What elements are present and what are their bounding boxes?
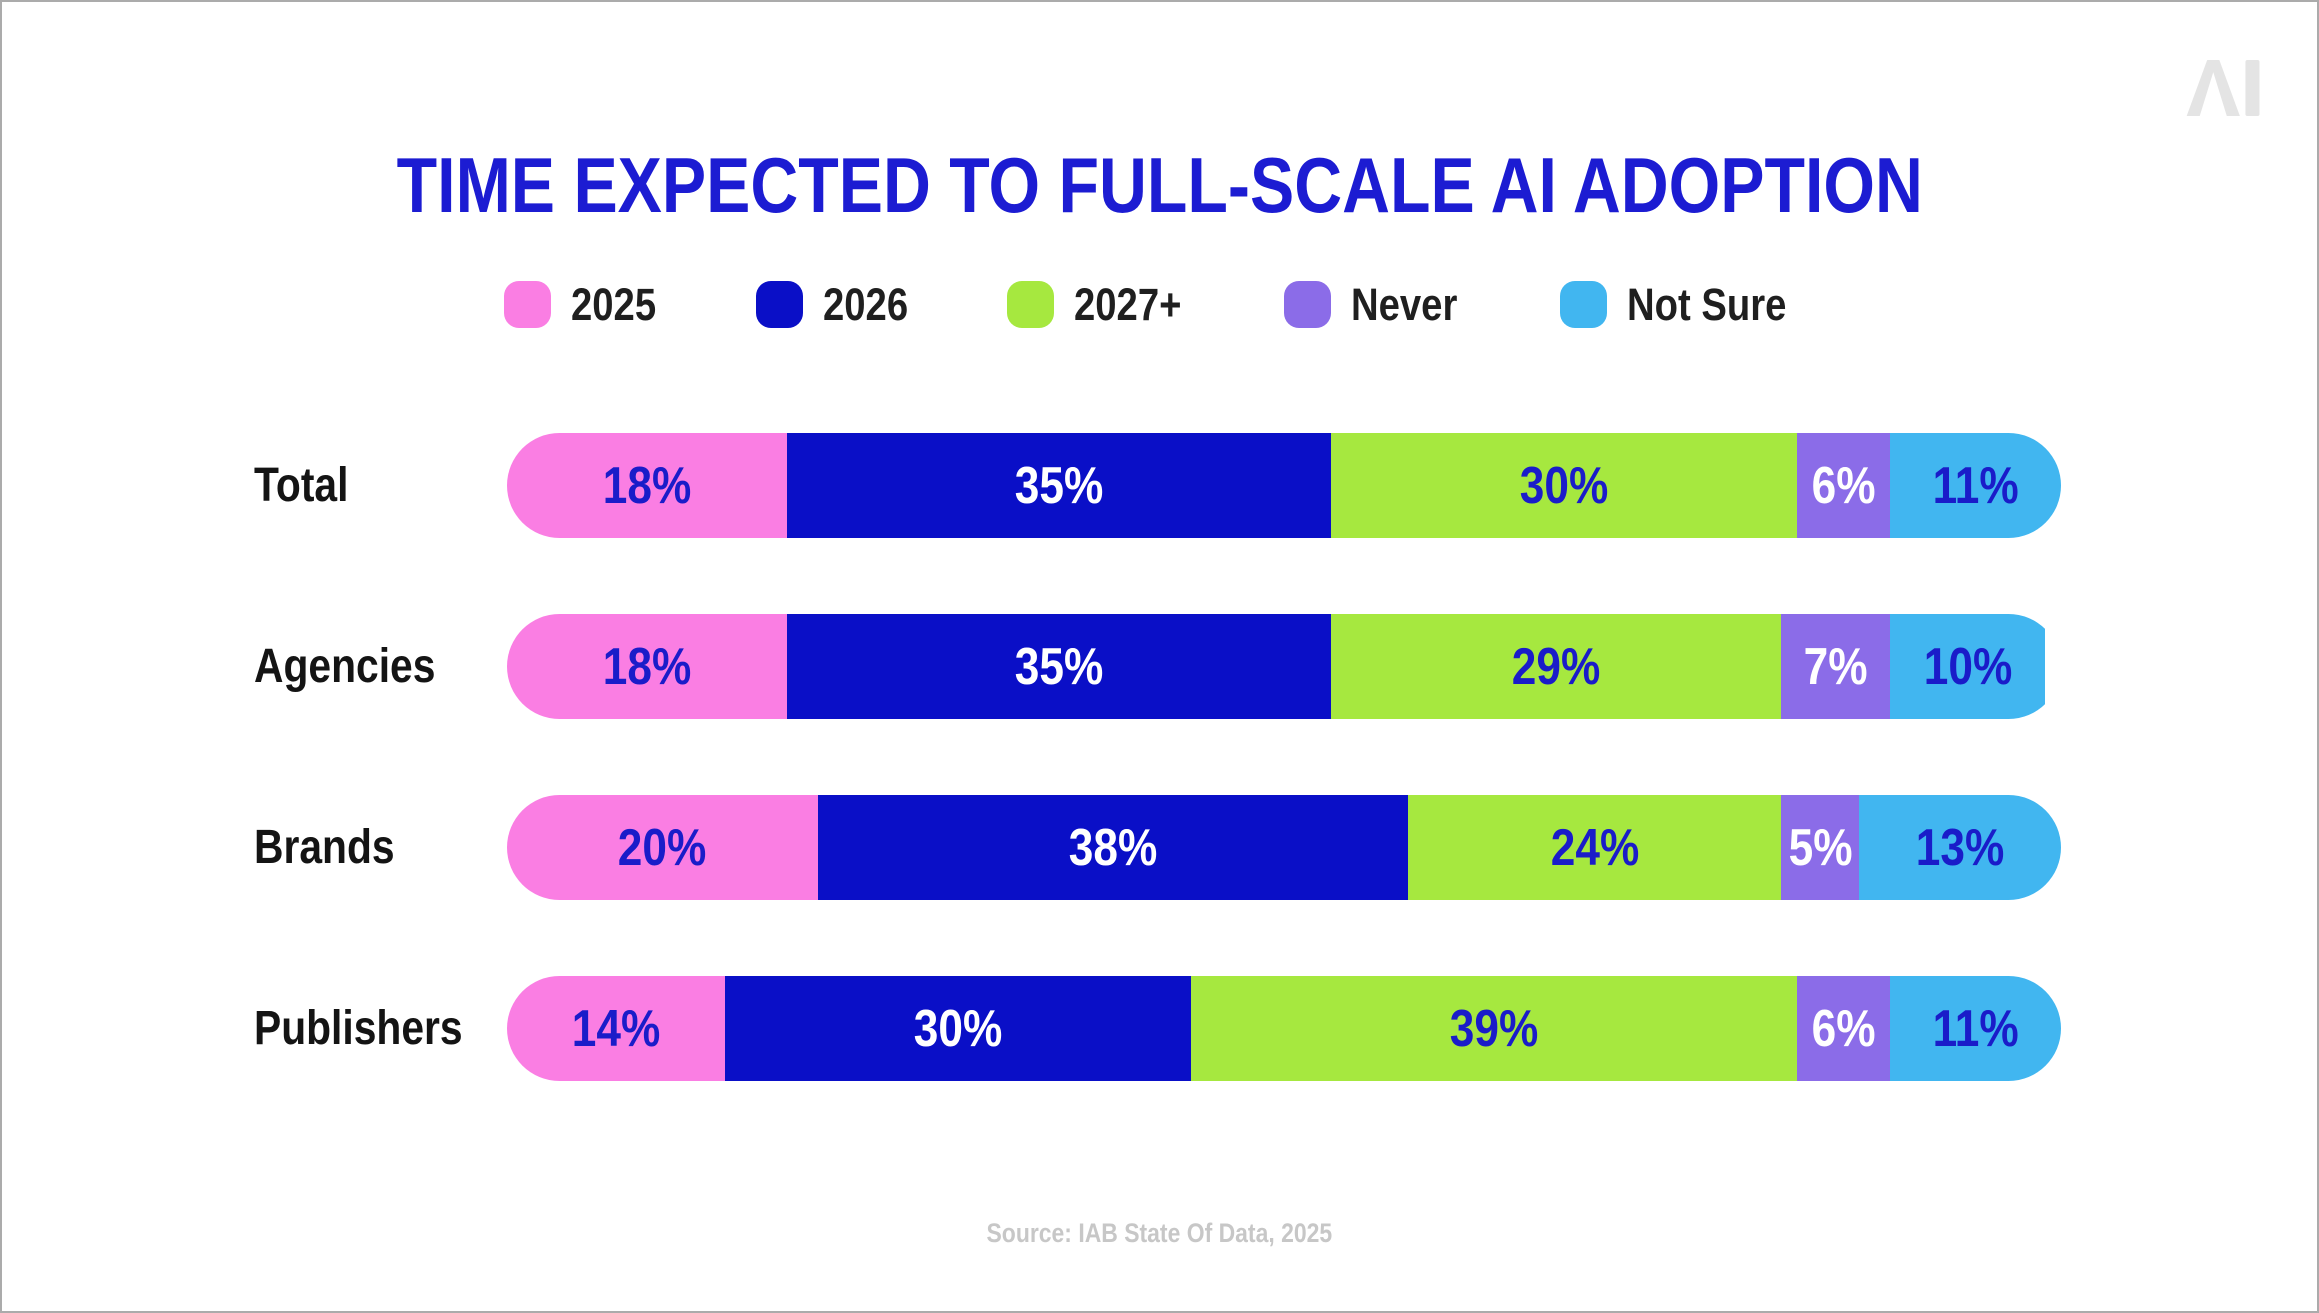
segment-value-label: 14% xyxy=(571,999,661,1058)
segment-value-label: 6% xyxy=(1811,456,1876,515)
row-label-text: Agencies xyxy=(254,639,436,693)
bar-segment-2026: 38% xyxy=(817,795,1409,900)
segment-value-label: 30% xyxy=(913,999,1002,1058)
legend-label-text: Not Sure xyxy=(1627,278,1787,330)
legend-item-2025: 2025 xyxy=(504,280,671,328)
bar-segment-2025: 18% xyxy=(507,433,787,538)
bar-segment-never: 7% xyxy=(1781,614,1891,719)
legend-swatch xyxy=(1284,280,1331,328)
stacked-bar-chart: Total 18% 35% 30% 6% 11% Agencies 18% 35% 29% 7% 10… xyxy=(2,433,2317,1081)
legend-swatch xyxy=(504,280,552,328)
segment-value-label: 18% xyxy=(602,637,692,696)
bar-segment-not-sure: 11% xyxy=(1890,433,2061,538)
chart-row-brands: Brands 20% 38% 24% 5% 13% xyxy=(2,795,2317,900)
bar-segment-not-sure: 13% xyxy=(1858,795,2061,900)
legend-label: Never xyxy=(1351,282,1476,327)
legend-label-text: 2027+ xyxy=(1073,278,1182,330)
bar-segment-2025: 20% xyxy=(507,795,818,900)
bar-segment-2026: 35% xyxy=(786,433,1331,538)
bar-segment-never: 5% xyxy=(1781,795,1859,900)
legend: 2025 2026 2027+ Never Not Sure xyxy=(2,280,2317,328)
segment-value-label: 20% xyxy=(618,818,707,877)
legend-label: 2027+ xyxy=(1074,282,1200,327)
bar-segment-never: 6% xyxy=(1796,976,1891,1081)
segment-value-label: 24% xyxy=(1550,818,1640,877)
legend-label-text: 2026 xyxy=(822,278,908,330)
legend-item-never: Never xyxy=(1284,280,1476,328)
chart-row-total: Total 18% 35% 30% 6% 11% xyxy=(2,433,2317,538)
row-label: Brands xyxy=(254,820,507,874)
legend-label-text: 2025 xyxy=(571,278,657,330)
stacked-bar: 20% 38% 24% 5% 13% xyxy=(507,795,2061,900)
bar-segment-2025: 18% xyxy=(507,614,787,719)
legend-item-not-sure: Not Sure xyxy=(1560,280,1815,328)
bar-segment-2027-: 39% xyxy=(1190,976,1797,1081)
row-label-text: Publishers xyxy=(254,1001,463,1055)
legend-label: 2025 xyxy=(571,282,671,327)
legend-swatch xyxy=(1006,280,1054,328)
segment-value-label: 18% xyxy=(602,456,692,515)
stacked-bar: 14% 30% 39% 6% 11% xyxy=(507,976,2061,1081)
page-title: TIME EXPECTED TO FULL-SCALE AI ADOPTION xyxy=(2,146,2317,224)
ai-logo xyxy=(2186,60,2260,116)
row-label: Total xyxy=(254,458,507,512)
bar-segment-not-sure: 11% xyxy=(1890,976,2061,1081)
legend-item-2026: 2026 xyxy=(755,280,923,328)
legend-label: Not Sure xyxy=(1627,282,1815,327)
legend-swatch xyxy=(755,280,803,328)
segment-value-label: 29% xyxy=(1511,637,1601,696)
row-label-text: Total xyxy=(254,458,349,512)
segment-value-label: 5% xyxy=(1788,818,1853,877)
page-title-text: TIME EXPECTED TO FULL-SCALE AI ADOPTION xyxy=(396,141,1923,229)
segment-value-label: 11% xyxy=(1932,456,2019,515)
source-note: Source: IAB State Of Data, 2025 xyxy=(2,1220,2317,1247)
row-label-text: Brands xyxy=(254,820,395,874)
bar-segment-2027-: 24% xyxy=(1408,795,1782,900)
bar-segment-2025: 14% xyxy=(507,976,725,1081)
bar-segment-2027-: 30% xyxy=(1330,433,1797,538)
legend-label: 2026 xyxy=(823,282,923,327)
legend-item-2027-: 2027+ xyxy=(1006,280,1200,328)
row-label: Publishers xyxy=(254,1001,507,1055)
bar-segment-never: 6% xyxy=(1796,433,1891,538)
segment-value-label: 30% xyxy=(1519,456,1608,515)
source-note-text: Source: IAB State Of Data, 2025 xyxy=(986,1218,1333,1248)
segment-value-label: 10% xyxy=(1923,637,2012,696)
legend-swatch xyxy=(1560,280,1608,328)
bar-segment-not-sure: 10% xyxy=(1890,614,2046,719)
stacked-bar: 18% 35% 30% 6% 11% xyxy=(507,433,2061,538)
bar-segment-2027-: 29% xyxy=(1330,614,1782,719)
segment-value-label: 7% xyxy=(1803,637,1868,696)
chart-row-agencies: Agencies 18% 35% 29% 7% 10% xyxy=(2,614,2317,719)
segment-value-label: 38% xyxy=(1068,818,1158,877)
ai-logo-i-glyph xyxy=(2245,60,2260,116)
chart-row-publishers: Publishers 14% 30% 39% 6% 11% xyxy=(2,976,2317,1081)
row-label: Agencies xyxy=(254,639,507,693)
bar-segment-2026: 30% xyxy=(724,976,1191,1081)
segment-value-label: 35% xyxy=(1014,456,1103,515)
bar-segment-2026: 35% xyxy=(786,614,1331,719)
segment-value-label: 35% xyxy=(1014,637,1103,696)
stacked-bar: 18% 35% 29% 7% 10% xyxy=(507,614,2061,719)
ai-logo-a-glyph xyxy=(2186,60,2240,116)
segment-value-label: 13% xyxy=(1915,818,2005,877)
segment-value-label: 11% xyxy=(1932,999,2019,1058)
segment-value-label: 6% xyxy=(1811,999,1876,1058)
segment-value-label: 39% xyxy=(1449,999,1538,1058)
legend-label-text: Never xyxy=(1351,278,1458,330)
